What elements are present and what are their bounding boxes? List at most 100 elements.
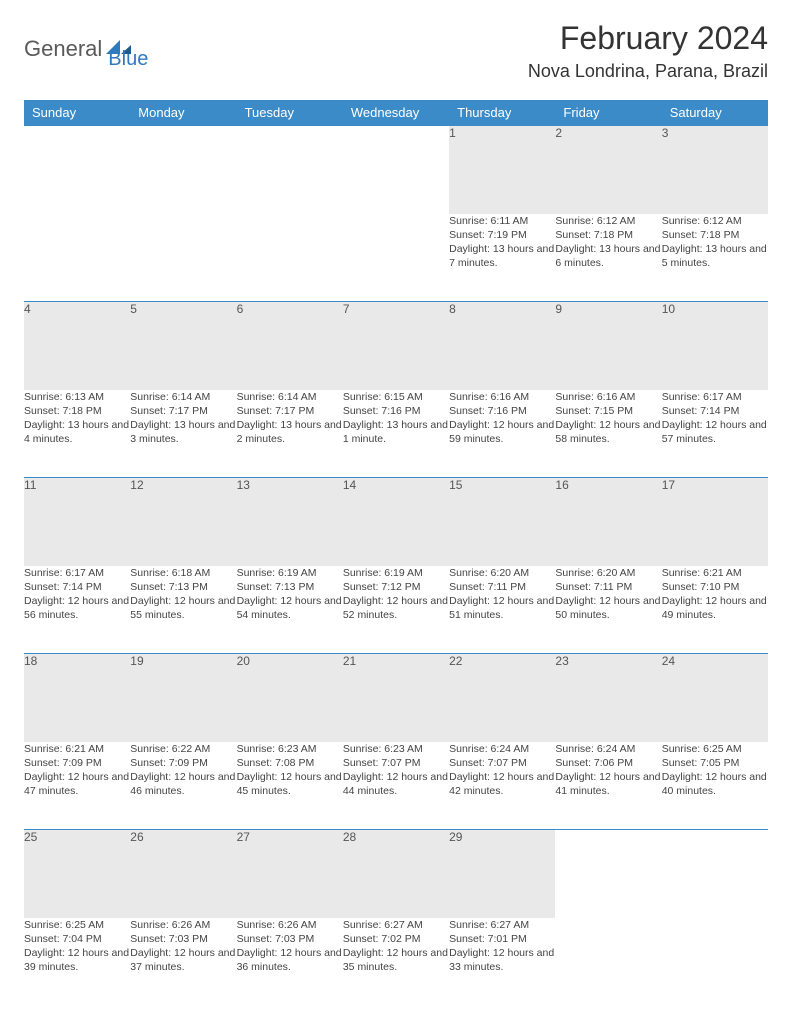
daylight-line: Daylight: 12 hours and 36 minutes. [237, 946, 343, 974]
sunrise-line: Sunrise: 6:12 AM [662, 214, 768, 228]
day-detail-cell [662, 918, 768, 1006]
daylight-line: Daylight: 12 hours and 40 minutes. [662, 770, 768, 798]
day-detail-cell: Sunrise: 6:18 AMSunset: 7:13 PMDaylight:… [130, 566, 236, 654]
day-detail-cell: Sunrise: 6:23 AMSunset: 7:08 PMDaylight:… [237, 742, 343, 830]
day-number-cell: 16 [555, 478, 661, 566]
daylight-line: Daylight: 12 hours and 47 minutes. [24, 770, 130, 798]
day-detail-cell: Sunrise: 6:24 AMSunset: 7:06 PMDaylight:… [555, 742, 661, 830]
daylight-line: Daylight: 12 hours and 52 minutes. [343, 594, 449, 622]
day-detail-row: Sunrise: 6:21 AMSunset: 7:09 PMDaylight:… [24, 742, 768, 830]
day-detail-cell: Sunrise: 6:19 AMSunset: 7:12 PMDaylight:… [343, 566, 449, 654]
sunset-line: Sunset: 7:13 PM [237, 580, 343, 594]
daylight-line: Daylight: 13 hours and 2 minutes. [237, 418, 343, 446]
day-detail-row: Sunrise: 6:11 AMSunset: 7:19 PMDaylight:… [24, 214, 768, 302]
daylight-line: Daylight: 12 hours and 39 minutes. [24, 946, 130, 974]
day-number-row: 123 [24, 126, 768, 214]
day-number-cell: 26 [130, 830, 236, 918]
weekday-header: Tuesday [237, 100, 343, 126]
daylight-line: Daylight: 12 hours and 54 minutes. [237, 594, 343, 622]
daylight-line: Daylight: 12 hours and 37 minutes. [130, 946, 236, 974]
day-number-cell: 18 [24, 654, 130, 742]
daylight-line: Daylight: 12 hours and 58 minutes. [555, 418, 661, 446]
day-number-cell: 10 [662, 302, 768, 390]
day-detail-cell: Sunrise: 6:15 AMSunset: 7:16 PMDaylight:… [343, 390, 449, 478]
day-detail-cell: Sunrise: 6:12 AMSunset: 7:18 PMDaylight:… [555, 214, 661, 302]
day-detail-row: Sunrise: 6:17 AMSunset: 7:14 PMDaylight:… [24, 566, 768, 654]
sunrise-line: Sunrise: 6:14 AM [237, 390, 343, 404]
daylight-line: Daylight: 13 hours and 4 minutes. [24, 418, 130, 446]
sunset-line: Sunset: 7:16 PM [449, 404, 555, 418]
sunset-line: Sunset: 7:03 PM [130, 932, 236, 946]
sunrise-line: Sunrise: 6:16 AM [449, 390, 555, 404]
daylight-line: Daylight: 12 hours and 46 minutes. [130, 770, 236, 798]
daylight-line: Daylight: 13 hours and 5 minutes. [662, 242, 768, 270]
day-number-cell: 29 [449, 830, 555, 918]
day-number-cell: 22 [449, 654, 555, 742]
sunset-line: Sunset: 7:05 PM [662, 756, 768, 770]
sunset-line: Sunset: 7:16 PM [343, 404, 449, 418]
day-number-row: 2526272829 [24, 830, 768, 918]
daylight-line: Daylight: 12 hours and 42 minutes. [449, 770, 555, 798]
day-detail-row: Sunrise: 6:25 AMSunset: 7:04 PMDaylight:… [24, 918, 768, 1006]
day-number-cell: 20 [237, 654, 343, 742]
day-number-row: 18192021222324 [24, 654, 768, 742]
sunrise-line: Sunrise: 6:23 AM [237, 742, 343, 756]
day-detail-cell: Sunrise: 6:17 AMSunset: 7:14 PMDaylight:… [662, 390, 768, 478]
sunset-line: Sunset: 7:18 PM [24, 404, 130, 418]
daylight-line: Daylight: 12 hours and 57 minutes. [662, 418, 768, 446]
day-detail-cell: Sunrise: 6:22 AMSunset: 7:09 PMDaylight:… [130, 742, 236, 830]
sunset-line: Sunset: 7:07 PM [343, 756, 449, 770]
daylight-line: Daylight: 12 hours and 44 minutes. [343, 770, 449, 798]
day-detail-cell: Sunrise: 6:14 AMSunset: 7:17 PMDaylight:… [237, 390, 343, 478]
sunset-line: Sunset: 7:18 PM [555, 228, 661, 242]
day-number-cell: 2 [555, 126, 661, 214]
day-detail-cell: Sunrise: 6:26 AMSunset: 7:03 PMDaylight:… [130, 918, 236, 1006]
sunrise-line: Sunrise: 6:26 AM [237, 918, 343, 932]
sunrise-line: Sunrise: 6:14 AM [130, 390, 236, 404]
day-detail-row: Sunrise: 6:13 AMSunset: 7:18 PMDaylight:… [24, 390, 768, 478]
sunrise-line: Sunrise: 6:19 AM [343, 566, 449, 580]
day-detail-cell: Sunrise: 6:14 AMSunset: 7:17 PMDaylight:… [130, 390, 236, 478]
sunrise-line: Sunrise: 6:25 AM [24, 918, 130, 932]
daylight-line: Daylight: 13 hours and 3 minutes. [130, 418, 236, 446]
day-detail-cell: Sunrise: 6:21 AMSunset: 7:10 PMDaylight:… [662, 566, 768, 654]
location-text: Nova Londrina, Parana, Brazil [528, 61, 768, 82]
day-number-cell: 19 [130, 654, 236, 742]
daylight-line: Daylight: 12 hours and 41 minutes. [555, 770, 661, 798]
weekday-header: Sunday [24, 100, 130, 126]
sunset-line: Sunset: 7:04 PM [24, 932, 130, 946]
day-detail-cell: Sunrise: 6:20 AMSunset: 7:11 PMDaylight:… [449, 566, 555, 654]
day-detail-cell: Sunrise: 6:16 AMSunset: 7:16 PMDaylight:… [449, 390, 555, 478]
sunrise-line: Sunrise: 6:12 AM [555, 214, 661, 228]
day-detail-cell: Sunrise: 6:13 AMSunset: 7:18 PMDaylight:… [24, 390, 130, 478]
daylight-line: Daylight: 12 hours and 51 minutes. [449, 594, 555, 622]
weekday-header: Friday [555, 100, 661, 126]
day-number-cell [662, 830, 768, 918]
day-number-cell: 15 [449, 478, 555, 566]
day-number-cell: 28 [343, 830, 449, 918]
day-number-cell: 7 [343, 302, 449, 390]
sunrise-line: Sunrise: 6:18 AM [130, 566, 236, 580]
sunrise-line: Sunrise: 6:17 AM [662, 390, 768, 404]
day-number-cell: 5 [130, 302, 236, 390]
day-number-cell: 1 [449, 126, 555, 214]
sunrise-line: Sunrise: 6:24 AM [555, 742, 661, 756]
sunrise-line: Sunrise: 6:21 AM [24, 742, 130, 756]
weekday-header: Wednesday [343, 100, 449, 126]
sunset-line: Sunset: 7:11 PM [449, 580, 555, 594]
sunset-line: Sunset: 7:17 PM [237, 404, 343, 418]
sunset-line: Sunset: 7:15 PM [555, 404, 661, 418]
sunset-line: Sunset: 7:17 PM [130, 404, 236, 418]
day-detail-cell [343, 214, 449, 302]
day-detail-cell [237, 214, 343, 302]
sunrise-line: Sunrise: 6:17 AM [24, 566, 130, 580]
sunrise-line: Sunrise: 6:20 AM [555, 566, 661, 580]
sunrise-line: Sunrise: 6:19 AM [237, 566, 343, 580]
day-number-cell: 27 [237, 830, 343, 918]
day-detail-cell: Sunrise: 6:24 AMSunset: 7:07 PMDaylight:… [449, 742, 555, 830]
day-number-cell: 3 [662, 126, 768, 214]
day-detail-cell: Sunrise: 6:12 AMSunset: 7:18 PMDaylight:… [662, 214, 768, 302]
day-detail-cell: Sunrise: 6:19 AMSunset: 7:13 PMDaylight:… [237, 566, 343, 654]
sunset-line: Sunset: 7:07 PM [449, 756, 555, 770]
weekday-header: Thursday [449, 100, 555, 126]
